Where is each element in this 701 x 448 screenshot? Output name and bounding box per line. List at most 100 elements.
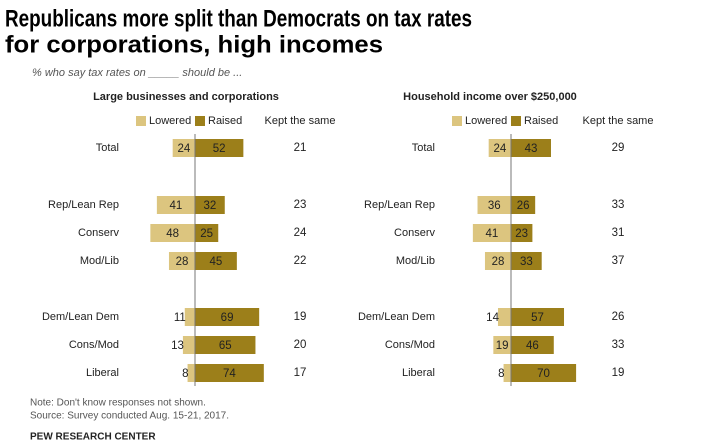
bar-raised: [511, 308, 565, 326]
chart-title: for corporations, high incomes: [5, 31, 383, 58]
bar-raised: [511, 139, 551, 157]
value-label: 74: [223, 368, 236, 380]
kept-value: 31: [612, 227, 625, 239]
value-label: 46: [526, 340, 539, 352]
chart-title: Republicans more split than Democrats on…: [5, 5, 472, 32]
panel-title: Large businesses and corporations: [93, 91, 279, 103]
bar-lowered: [182, 336, 195, 354]
legend-label: Raised: [208, 115, 242, 127]
value-label: 65: [219, 340, 232, 352]
bar-lowered: [503, 364, 511, 382]
value-label: 41: [170, 200, 183, 212]
bar-raised: [195, 308, 260, 326]
value-label: 14: [486, 312, 499, 324]
bar-lowered: [168, 252, 195, 270]
value-label: 8: [182, 368, 188, 380]
bar-lowered: [484, 252, 511, 270]
subtitle: % who say tax rates on _____ should be .…: [32, 67, 242, 79]
kept-value: 29: [612, 142, 625, 154]
legend-label: Raised: [524, 115, 558, 127]
bar-lowered: [488, 139, 511, 157]
kept-value: 23: [294, 199, 307, 211]
legend-label: Lowered: [465, 115, 507, 127]
kept-value: 26: [612, 311, 625, 323]
category-label: Total: [96, 142, 119, 154]
category-label: Total: [412, 142, 435, 154]
bar-raised: [195, 139, 244, 157]
credit: PEW RESEARCH CENTER: [30, 432, 156, 443]
category-label: Cons/Mod: [69, 339, 119, 351]
bar-raised: [195, 196, 225, 214]
category-label: Liberal: [402, 367, 435, 379]
value-label: 48: [166, 228, 179, 240]
bar-lowered: [156, 196, 195, 214]
value-label: 25: [200, 228, 213, 240]
value-label: 28: [492, 256, 505, 268]
category-label: Cons/Mod: [385, 339, 435, 351]
value-label: 24: [177, 143, 190, 155]
legend-swatch: [511, 116, 521, 126]
value-label: 36: [488, 200, 501, 212]
bar-raised: [511, 224, 533, 242]
category-label: Dem/Lean Dem: [358, 311, 435, 323]
value-label: 41: [486, 228, 499, 240]
bar-raised: [511, 364, 577, 382]
kept-value: 19: [612, 367, 625, 379]
bar-lowered: [477, 196, 511, 214]
category-label: Dem/Lean Dem: [42, 311, 119, 323]
bar-lowered: [497, 308, 511, 326]
note: Note: Don't know responses not shown.: [30, 398, 206, 409]
category-label: Conserv: [394, 227, 435, 239]
value-label: 19: [496, 340, 509, 352]
source: Source: Survey conducted Aug. 15-21, 201…: [30, 411, 229, 422]
category-label: Conserv: [78, 227, 119, 239]
bar-raised: [195, 224, 219, 242]
bar-raised: [195, 252, 237, 270]
bar-lowered: [150, 224, 195, 242]
kept-value: 33: [612, 339, 625, 351]
bar-lowered: [184, 308, 195, 326]
column-header: Kept the same: [583, 115, 654, 127]
kept-value: 22: [294, 255, 307, 267]
value-label: 26: [517, 200, 530, 212]
panel-title: Household income over $250,000: [403, 91, 577, 103]
kept-value: 19: [294, 311, 307, 323]
bar-lowered: [187, 364, 195, 382]
value-label: 8: [498, 368, 504, 380]
bar-raised: [195, 336, 256, 354]
kept-value: 24: [294, 227, 307, 239]
kept-value: 33: [612, 199, 625, 211]
legend-swatch: [452, 116, 462, 126]
category-label: Rep/Lean Rep: [48, 199, 119, 211]
column-header: Kept the same: [265, 115, 336, 127]
value-label: 28: [176, 256, 189, 268]
category-label: Rep/Lean Rep: [364, 199, 435, 211]
value-label: 69: [221, 312, 234, 324]
value-label: 45: [210, 256, 223, 268]
kept-value: 17: [294, 367, 307, 379]
category-label: Mod/Lib: [80, 255, 119, 267]
legend-label: Lowered: [149, 115, 191, 127]
legend-swatch: [195, 116, 205, 126]
value-label: 43: [525, 143, 538, 155]
kept-value: 37: [612, 255, 625, 267]
kept-value: 20: [294, 339, 307, 351]
bar-lowered: [472, 224, 511, 242]
bar-lowered: [172, 139, 195, 157]
bar-raised: [511, 336, 554, 354]
bar-raised: [195, 364, 264, 382]
legend-swatch: [136, 116, 146, 126]
value-label: 33: [520, 256, 533, 268]
value-label: 11: [174, 312, 186, 324]
value-label: 24: [493, 143, 506, 155]
category-label: Mod/Lib: [396, 255, 435, 267]
value-label: 52: [213, 143, 226, 155]
category-label: Liberal: [86, 367, 119, 379]
bar-raised: [511, 196, 536, 214]
kept-value: 21: [294, 142, 307, 154]
bar-lowered: [493, 336, 511, 354]
value-label: 70: [537, 368, 550, 380]
value-label: 57: [531, 312, 544, 324]
value-label: 13: [171, 340, 184, 352]
